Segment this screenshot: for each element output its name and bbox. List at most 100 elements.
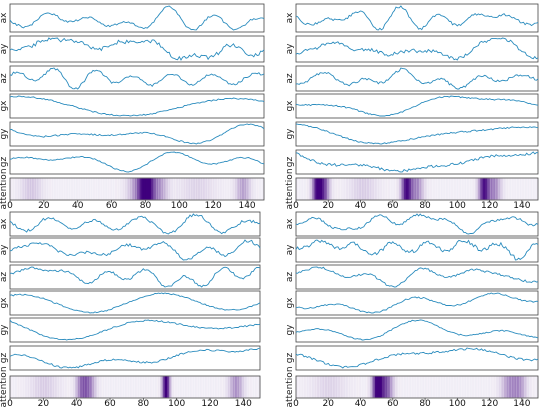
axis-label-gy: gy (285, 324, 295, 336)
attention-cell (399, 178, 402, 200)
attention-cell (98, 178, 101, 200)
attention-cell (64, 178, 67, 200)
attention-cell (386, 178, 389, 200)
attention-label: attention (285, 366, 295, 407)
attention-cell (405, 376, 408, 398)
attention-cell (316, 376, 319, 398)
attention-cell (33, 178, 36, 200)
attention-cell (103, 376, 106, 398)
attention-cell (396, 178, 399, 200)
attention-cell (349, 178, 352, 200)
series-line-gx (295, 292, 539, 314)
attention-cell (211, 178, 214, 200)
x-tick-label: 0 (7, 201, 13, 211)
attention-cell (328, 178, 331, 200)
attention-cell (203, 178, 206, 200)
attention-cell (449, 178, 452, 200)
attention-cell (81, 376, 84, 398)
attention-cell (415, 376, 418, 398)
attention-cell (304, 178, 307, 200)
axis-label-az: az (285, 272, 295, 283)
attention-cell (221, 376, 224, 398)
attention-cell (392, 376, 395, 398)
attention-cell (18, 376, 21, 398)
attention-cell (173, 376, 176, 398)
attention-cell (55, 376, 58, 398)
attention-cell (321, 376, 324, 398)
attention-cell (529, 178, 532, 200)
attention-cell (439, 178, 442, 200)
attention-cell (500, 178, 503, 200)
attention-cell (245, 376, 248, 398)
x-tick-label: 0 (293, 399, 299, 409)
panel-frame-gx (295, 290, 539, 316)
attention-cell (169, 178, 172, 200)
attention-cell (166, 376, 169, 398)
attention-cell (41, 376, 44, 398)
attention-cell (368, 376, 371, 398)
attention-cell (15, 178, 18, 200)
attention-cell (358, 376, 361, 398)
attention-cell (307, 376, 310, 398)
attention-cell (299, 376, 302, 398)
attention-cell (125, 376, 128, 398)
attention-frame (295, 375, 539, 399)
series-line-ay (9, 239, 261, 261)
attention-cell (96, 376, 99, 398)
attention-cell (342, 178, 345, 200)
attention-cell (352, 178, 355, 200)
attention-cell (420, 178, 423, 200)
x-tick-label: 40 (355, 399, 367, 409)
panel-frame-gx (9, 290, 261, 316)
attention-cell (90, 376, 93, 398)
x-tick-label: 120 (205, 201, 222, 211)
attention-cell (26, 376, 29, 398)
attention-cell (302, 376, 305, 398)
attention-cell (114, 178, 118, 200)
attention-cell (187, 178, 190, 200)
attention-cell (297, 178, 300, 200)
x-tick-label: 20 (323, 201, 335, 211)
attention-cell (83, 376, 86, 398)
attention-cell (384, 178, 387, 200)
series-line-gx (9, 95, 265, 117)
attention-cell (165, 178, 168, 200)
attention-cell (199, 178, 202, 200)
x-tick-label: 40 (71, 399, 83, 409)
attention-cell (152, 178, 155, 200)
attention-cell (362, 178, 365, 200)
attention-cell (439, 376, 442, 398)
attention-cell (174, 178, 177, 200)
attention-cell (89, 178, 92, 200)
attention-cell (21, 376, 24, 398)
attention-cell (40, 376, 43, 398)
x-tick-label: 60 (106, 201, 118, 211)
attention-cell (201, 376, 204, 398)
attention-cell (156, 376, 159, 398)
attention-cell (462, 376, 465, 398)
series-line-ax (9, 213, 261, 235)
attention-cell (421, 376, 424, 398)
attention-cell (25, 178, 28, 200)
series-line-gy (295, 123, 539, 145)
attention-cell (489, 178, 492, 200)
attention-cell (231, 178, 234, 200)
attention-cell (101, 178, 104, 200)
attention-cell (116, 376, 119, 398)
attention-cell (473, 376, 476, 398)
attention-cell (185, 376, 188, 398)
attention-cell (370, 178, 373, 200)
attention-cell (256, 376, 259, 398)
series-line-az (295, 266, 539, 288)
attention-cell (463, 376, 466, 398)
attention-cell (300, 376, 303, 398)
attention-cell (45, 178, 48, 200)
attention-cell (72, 178, 75, 200)
attention-cell (376, 376, 379, 398)
attention-cell (333, 376, 336, 398)
attention-cell (518, 178, 521, 200)
attention-cell (455, 178, 458, 200)
attention-cell (138, 178, 141, 200)
